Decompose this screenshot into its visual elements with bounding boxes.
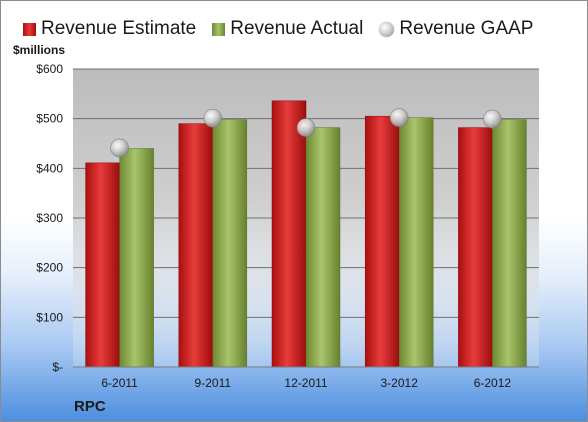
marker-revenue-gaap [110,138,129,158]
marker-revenue-gaap [483,109,502,129]
y-axis-unit-label: $millions [13,43,66,57]
bar-revenue-estimate [178,123,214,368]
bar-revenue-estimate [458,127,493,368]
legend-label-estimate: Revenue Estimate [41,18,197,39]
company-label: RPC [74,398,106,415]
x-tick-label: 6-2011 [101,376,138,390]
y-tick-label: $300 [36,211,63,225]
x-tick-label: 6-2012 [474,376,512,390]
bar-revenue-actual [119,148,154,368]
red-bar-swatch-icon [23,22,36,36]
bar-revenue-actual [305,127,341,368]
bar-revenue-actual [212,119,248,368]
legend-item-estimate: Revenue Estimate [23,18,196,40]
y-tick-label: $- [52,360,63,374]
green-bar-swatch-icon [212,22,226,36]
y-tick-label: $500 [36,112,63,126]
y-tick-label: $400 [36,161,63,175]
legend-label-actual: Revenue Actual [230,18,364,39]
legend-item-gaap: Revenue GAAP [379,18,533,40]
y-tick-label: $100 [36,310,63,324]
bar-revenue-actual [492,119,527,368]
x-tick-label: 12-2011 [284,376,327,390]
x-tick-label: 9-2011 [195,376,232,390]
y-tick-label: $200 [36,261,63,275]
bar-revenue-estimate [364,115,400,368]
x-tick-label: 3-2012 [381,376,419,390]
gray-sphere-marker-icon [379,21,395,37]
marker-revenue-gaap [296,118,316,137]
legend-label-gaap: Revenue GAAP [399,18,534,39]
marker-revenue-gaap [203,108,223,128]
bar-revenue-estimate [85,162,120,368]
marker-revenue-gaap [389,108,409,127]
bar-revenue-actual [398,117,434,368]
y-tick-label: $600 [36,62,63,76]
chart-legend: Revenue Estimate Revenue Actual Revenue … [23,17,549,41]
legend-item-actual: Revenue Actual [212,18,363,40]
bar-revenue-estimate [271,100,307,368]
